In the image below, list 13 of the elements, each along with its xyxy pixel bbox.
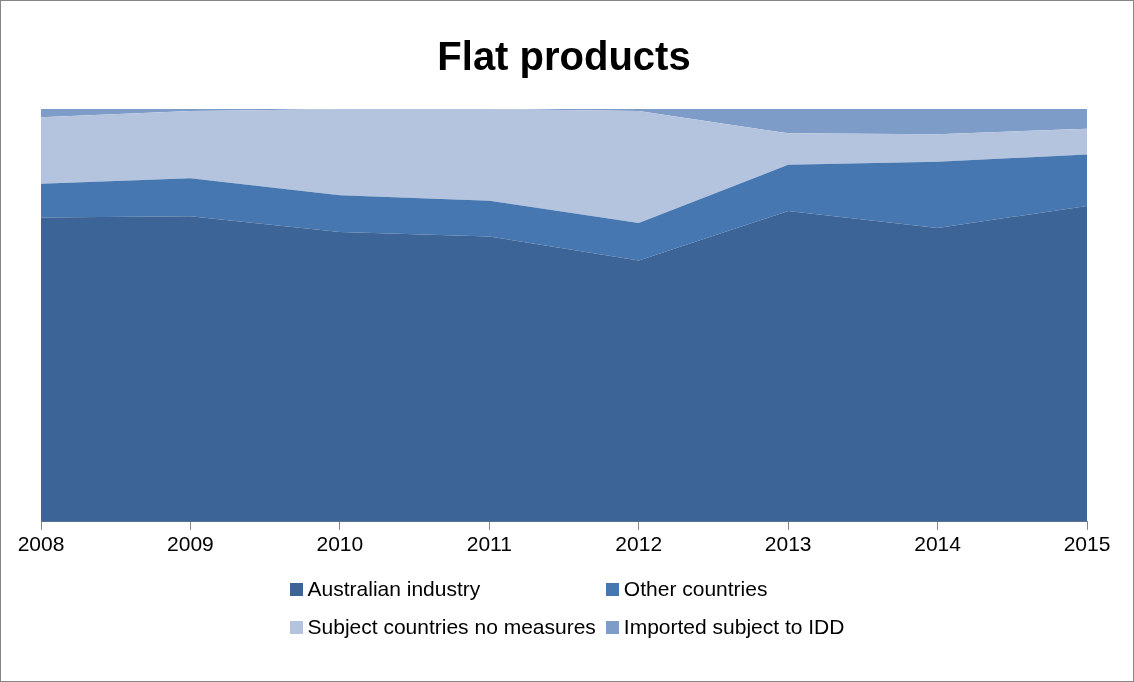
- x-tick-label: 2013: [764, 532, 812, 556]
- x-tick-label: 2010: [316, 532, 364, 556]
- x-tick-label: 2008: [17, 532, 65, 556]
- chart-title: Flat products: [437, 34, 691, 79]
- x-tick-label: 2015: [1063, 532, 1111, 556]
- legend-label: Australian industry: [307, 577, 481, 601]
- legend-label: Other countries: [623, 577, 768, 601]
- x-tick-label: 2012: [615, 532, 663, 556]
- x-tick-label: 2014: [914, 532, 962, 556]
- x-tick-label: 2009: [167, 532, 214, 556]
- legend-label: Imported subject to IDD: [623, 615, 845, 639]
- legend-label: Subject countries no measures: [307, 615, 596, 639]
- x-tick-label: 2011: [466, 532, 512, 556]
